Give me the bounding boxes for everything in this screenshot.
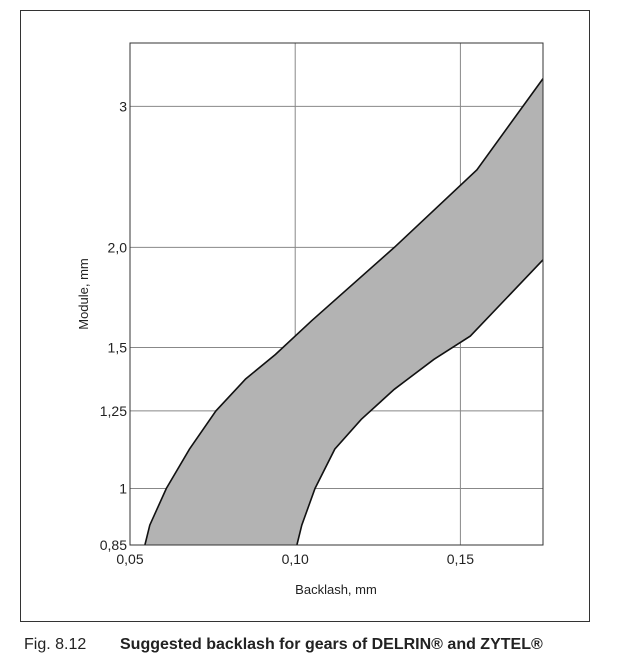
- y-tick-label-0: 0,85: [100, 537, 127, 553]
- x-tick-label-2: 0,15: [447, 551, 474, 567]
- caption-text: Suggested backlash for gears of DELRIN® …: [120, 636, 543, 653]
- tick-labels: 0,05 0,10 0,15 0,85 1 1,25 1,5 2,0 3: [100, 98, 474, 567]
- y-axis-title: Module, mm: [76, 258, 91, 330]
- series-line-upper: [144, 78, 544, 546]
- x-tick-label-1: 0,10: [282, 551, 309, 567]
- plot-border: [129, 42, 544, 546]
- x-tick-label-0: 0,05: [116, 551, 143, 567]
- y-tick-label-3: 1,5: [108, 339, 128, 355]
- series-line-lower: [296, 259, 544, 546]
- caption-number: Fig. 8.12: [24, 636, 87, 653]
- y-tick-label-5: 3: [119, 98, 127, 114]
- figure-caption: Fig. 8.12 Suggested backlash for gears o…: [24, 636, 614, 660]
- y-tick-label-2: 1,25: [100, 403, 127, 419]
- y-tick-label-1: 1: [119, 480, 127, 496]
- y-tick-label-4: 2,0: [108, 239, 128, 255]
- x-axis-title: Backlash, mm: [295, 582, 377, 597]
- backlash-band: [144, 78, 543, 545]
